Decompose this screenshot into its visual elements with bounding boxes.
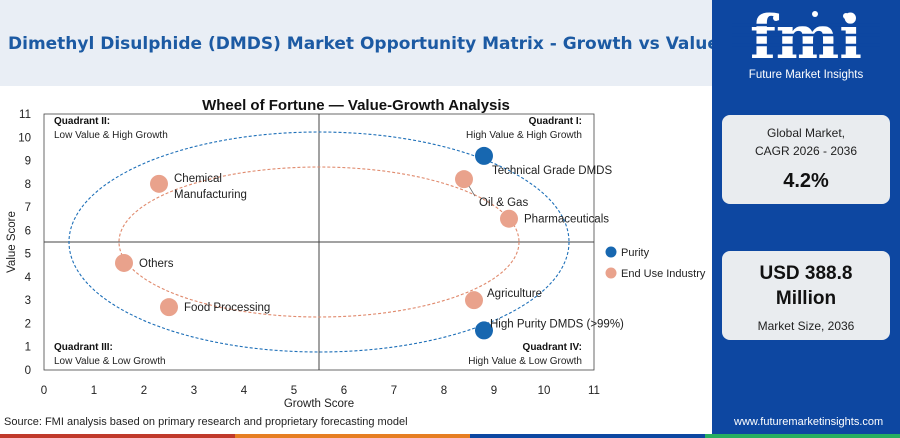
y-tick-label: 1 (25, 342, 31, 354)
x-tick-label: 1 (91, 385, 97, 397)
x-tick-label: 6 (341, 385, 347, 397)
cagr-label-line2: CAGR 2026 - 2036 (754, 144, 858, 158)
cagr-card: Global Market, CAGR 2026 - 2036 4.2% (722, 115, 890, 204)
footer-bar-red (0, 434, 235, 438)
x-tick-label: 8 (441, 385, 447, 397)
x-tick-label: 7 (391, 385, 397, 397)
quadrant-subtitle: Low Value & Low Growth (54, 356, 166, 367)
point-label: Pharmaceuticals (524, 214, 609, 226)
logo-tagline: Future Market Insights (749, 69, 864, 81)
quadrant-subtitle: High Value & High Growth (466, 130, 582, 141)
quadrant-title: Quadrant IV: (523, 342, 582, 353)
outer-ellipse (68, 131, 570, 353)
inner-ellipse (118, 166, 520, 318)
y-tick-label: 3 (25, 295, 31, 307)
y-tick-label: 9 (25, 156, 31, 168)
cagr-value: 4.2% (783, 170, 829, 192)
opportunity-matrix-chart: Wheel of Fortune — Value-Growth Analysis… (6, 97, 706, 410)
page-title: Dimethyl Disulphide (DMDS) Market Opport… (8, 34, 719, 54)
point-label: Others (139, 258, 174, 270)
data-point (475, 146, 493, 165)
y-tick-label: 10 (18, 132, 31, 144)
x-tick-label: 4 (241, 385, 248, 397)
point-label: Agriculture (487, 288, 542, 300)
point-label: Technical Grade DMDS (492, 165, 612, 177)
data-point (160, 298, 178, 317)
legend-marker (605, 246, 617, 258)
quadrant-subtitle: Low Value & High Growth (54, 130, 168, 141)
market-size-card: USD 388.8 Million Market Size, 2036 (722, 251, 890, 340)
x-tick-label: 3 (191, 385, 197, 397)
footer-color-bar (0, 434, 900, 438)
footer-bar-navy (470, 434, 705, 438)
leader-line (468, 185, 476, 197)
quadrant-title: Quadrant II: (54, 116, 110, 127)
data-point (455, 170, 473, 189)
market-size-value-line1: USD 388.8 (759, 263, 853, 284)
x-tick-label: 2 (141, 385, 147, 397)
y-tick-label: 2 (25, 318, 31, 330)
y-tick-label: 5 (25, 249, 31, 261)
data-point (465, 291, 483, 310)
point-label: Food Processing (184, 302, 270, 314)
footer-bar-green (705, 434, 900, 438)
x-tick-label: 9 (491, 385, 497, 397)
website-link[interactable]: www.futuremarketinsights.com (734, 416, 884, 428)
chart-title: Wheel of Fortune — Value-Growth Analysis (202, 97, 510, 114)
y-tick-label: 8 (25, 179, 31, 191)
y-axis-label: Value Score (6, 211, 18, 273)
y-tick-label: 6 (25, 225, 31, 237)
data-point (500, 209, 518, 228)
x-tick-label: 10 (538, 385, 551, 397)
point-label: High Purity DMDS (>99%) (490, 318, 624, 330)
source-note: Source: FMI analysis based on primary re… (4, 416, 408, 428)
data-point (115, 253, 133, 272)
point-label: Chemical (174, 173, 222, 185)
y-tick-label: 4 (25, 272, 32, 284)
cagr-label-line1: Global Market, (766, 126, 846, 140)
point-label: Oil & Gas (479, 197, 528, 209)
x-tick-label: 5 (291, 385, 297, 397)
footer-bar-orange (235, 434, 470, 438)
quadrant-subtitle: High Value & Low Growth (468, 356, 582, 367)
legend-marker (605, 267, 617, 279)
x-tick-label: 11 (588, 385, 600, 397)
quadrant-title: Quadrant III: (54, 342, 113, 353)
data-point (150, 174, 168, 193)
point-label: Manufacturing (174, 189, 247, 201)
x-axis-label: Growth Score (284, 398, 354, 410)
quadrant-title: Quadrant I: (529, 116, 582, 127)
header-band: Dimethyl Disulphide (DMDS) Market Opport… (0, 0, 719, 86)
data-point (475, 321, 493, 340)
market-size-value-line2: Million (775, 288, 837, 309)
market-size-label: Market Size, 2036 (757, 319, 855, 333)
y-tick-label: 11 (19, 109, 31, 121)
legend-label: End Use Industry (621, 268, 706, 280)
fmi-logo: fmi Future Market Insights (712, 0, 900, 86)
x-tick-label: 0 (41, 385, 47, 397)
y-tick-label: 0 (25, 365, 31, 377)
legend-label: Purity (621, 247, 650, 259)
y-tick-label: 7 (25, 202, 31, 214)
